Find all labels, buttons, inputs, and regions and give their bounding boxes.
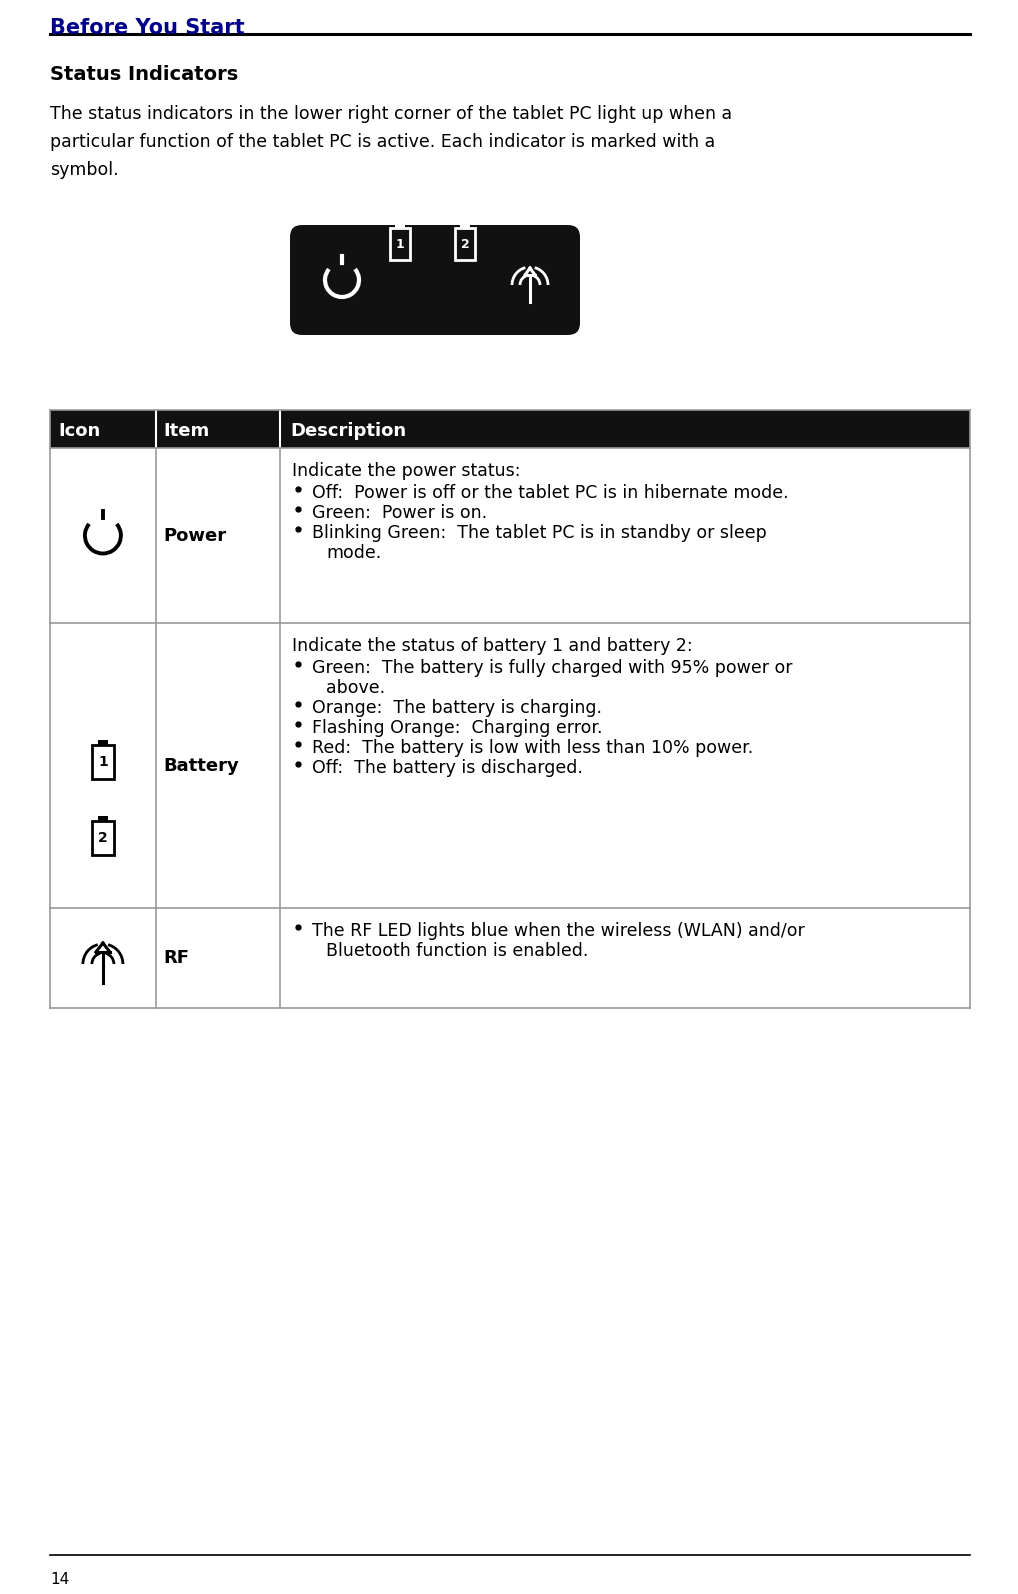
- Text: Before You Start: Before You Start: [50, 18, 244, 38]
- Text: 2: 2: [98, 830, 108, 845]
- Bar: [455, 228, 475, 260]
- Text: Orange:  The battery is charging.: Orange: The battery is charging.: [312, 700, 602, 717]
- Text: mode.: mode.: [326, 544, 382, 563]
- Text: Blinking Green:  The tablet PC is in standby or sleep: Blinking Green: The tablet PC is in stan…: [312, 524, 767, 542]
- Bar: [98, 740, 108, 744]
- Bar: [92, 821, 114, 854]
- Text: Green:  The battery is fully charged with 95% power or: Green: The battery is fully charged with…: [312, 658, 792, 677]
- Text: Indicate the power status:: Indicate the power status:: [292, 462, 520, 480]
- Text: 14: 14: [50, 1572, 69, 1588]
- Text: RF: RF: [164, 948, 189, 968]
- Text: Description: Description: [290, 422, 406, 440]
- Text: Battery: Battery: [164, 757, 239, 775]
- Text: symbol.: symbol.: [50, 161, 119, 179]
- Text: Item: Item: [164, 422, 210, 440]
- Text: Power: Power: [164, 526, 227, 545]
- Bar: [460, 223, 470, 228]
- Text: Off:  Power is off or the tablet PC is in hibernate mode.: Off: Power is off or the tablet PC is in…: [312, 485, 789, 502]
- Bar: [50, 909, 970, 1007]
- Bar: [50, 410, 970, 448]
- Text: Indicate the status of battery 1 and battery 2:: Indicate the status of battery 1 and bat…: [292, 638, 692, 655]
- Text: Green:  Power is on.: Green: Power is on.: [312, 504, 488, 521]
- Bar: [98, 816, 108, 821]
- Text: above.: above.: [326, 679, 385, 697]
- Bar: [92, 744, 114, 778]
- Bar: [390, 228, 410, 260]
- Text: 1: 1: [396, 238, 404, 250]
- Bar: [50, 623, 970, 909]
- FancyBboxPatch shape: [290, 225, 580, 335]
- Bar: [395, 223, 405, 228]
- Bar: [50, 448, 970, 623]
- Text: Bluetooth function is enabled.: Bluetooth function is enabled.: [326, 942, 588, 960]
- Text: Status Indicators: Status Indicators: [50, 65, 238, 84]
- Text: The RF LED lights blue when the wireless (WLAN) and/or: The RF LED lights blue when the wireless…: [312, 921, 805, 940]
- Text: Off:  The battery is discharged.: Off: The battery is discharged.: [312, 759, 583, 776]
- Text: particular function of the tablet PC is active. Each indicator is marked with a: particular function of the tablet PC is …: [50, 132, 716, 151]
- Text: Flashing Orange:  Charging error.: Flashing Orange: Charging error.: [312, 719, 603, 736]
- Text: Red:  The battery is low with less than 10% power.: Red: The battery is low with less than 1…: [312, 740, 753, 757]
- Text: Icon: Icon: [58, 422, 100, 440]
- Text: The status indicators in the lower right corner of the tablet PC light up when a: The status indicators in the lower right…: [50, 105, 732, 123]
- Text: 2: 2: [460, 238, 469, 250]
- Text: 1: 1: [98, 754, 108, 768]
